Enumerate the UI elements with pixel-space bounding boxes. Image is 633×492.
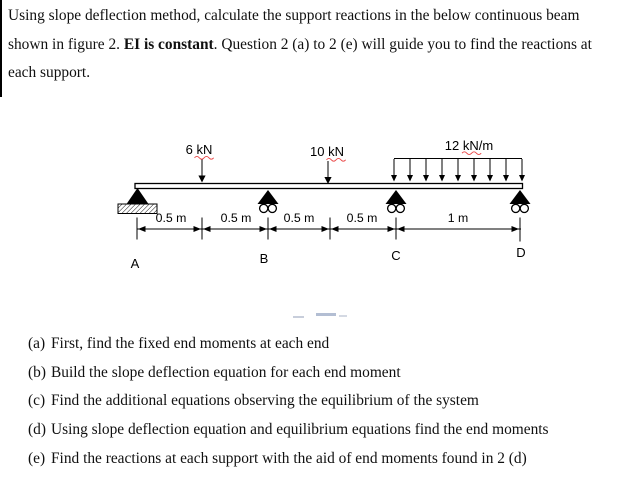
line2-pre: shown in figure 2. [8,35,124,53]
ei-constant-bold-text: EI is constant [123,35,214,53]
dim-label-ab-1: 0.5 m [156,211,187,225]
question-item-c: (c) Find the additional equations observ… [28,387,628,416]
question-item-e: (e) Find the reactions at each support w… [28,445,628,474]
node-label-b: B [260,251,269,266]
question-text: Using slope deflection equation and equi… [51,421,549,439]
beam-member [134,182,524,190]
question-text: Build the slope deflection equation for … [51,363,401,381]
support-a-pin [117,188,158,214]
dim-label-bc-1: 0.5 m [284,211,315,225]
udl-12knm-arrows [390,158,526,182]
node-label-c: C [391,248,400,263]
question-text: Find the additional equations observing … [51,392,479,410]
spellcheck-squiggle-12knm [461,151,482,156]
dimension-arrowheads [138,226,519,232]
question-text: Find the reactions at each support with … [51,449,527,467]
line2-post: . Question 2 (a) to 2 (e) will guide you… [213,35,592,53]
spellcheck-squiggle-6kn [194,155,215,160]
figure-2-beam-diagram: 6 kN 10 kN 12 kN/m 0.5 m 0.5 m 0.5 m 0.5… [117,138,532,271]
dim-label-bc-2: 0.5 m [347,211,378,225]
spellcheck-squiggle-10kn [326,157,347,162]
support-d-roller [508,189,532,214]
question-list: (a) First, find the fixed end moments at… [28,330,628,474]
point-load-6kn-arrow [198,159,206,183]
dim-label-cd: 1 m [448,211,469,225]
dim-label-ab-2: 0.5 m [221,211,252,225]
point-load-10kn-arrow [324,161,332,184]
node-label-a: A [131,256,140,271]
udl-12knm-label: 12 kN/m [445,138,493,153]
question-text: First, find the fixed end moments at eac… [51,335,330,352]
problem-statement-line-2: shown in figure 2. EI is constant. Quest… [8,31,632,60]
table-cell-border-artifact [0,0,2,97]
question-item-a: (a) First, find the fixed end moments at… [28,330,628,359]
support-b-roller [256,189,280,214]
question-item-b: (b) Build the slope deflection equation … [28,359,628,388]
question-id: (c) [28,392,46,410]
point-load-10kn-label: 10 kN [310,144,344,159]
support-c-roller [384,189,408,214]
question-item-d: (d) Using slope deflection equation and … [28,416,628,445]
point-load-6kn-label: 6 kN [186,142,213,157]
question-id: (e) [28,449,46,467]
support-a-ground-hatch [117,203,158,214]
problem-statement-line-3: each support. [8,64,91,82]
node-label-d: D [516,245,525,260]
question-id: (a) [28,335,46,352]
problem-statement-line-1: Using slope deflection method, calculate… [8,7,580,24]
problem-statement: Using slope deflection method, calculate… [8,2,632,88]
question-id: (b) [28,363,46,381]
question-id: (d) [28,421,46,439]
